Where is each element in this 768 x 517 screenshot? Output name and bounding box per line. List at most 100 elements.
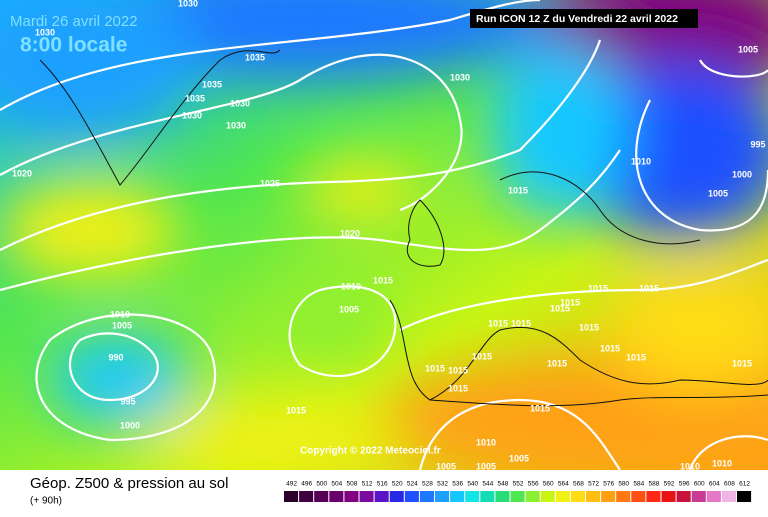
colorbar-cell — [601, 491, 616, 502]
colorbar-tick-label: 584 — [633, 481, 644, 488]
isobar-label: 1020 — [12, 168, 32, 178]
isobars — [0, 0, 768, 470]
isobar-label: 1005 — [738, 44, 758, 54]
isobar-label: 1015 — [550, 303, 570, 313]
isobar-label: 1000 — [732, 169, 752, 179]
colorbar-cell — [374, 491, 389, 502]
colorbar-cell — [329, 491, 344, 502]
colorbar-tick-label: 504 — [331, 481, 342, 488]
isobar-label: 1015 — [425, 363, 445, 373]
colorbar-cell — [721, 491, 736, 502]
colorbar-cell — [480, 491, 495, 502]
isobar-label: 1030 — [35, 27, 55, 37]
colorbar-tick-label: 536 — [452, 481, 463, 488]
colorbar-tick-label: 512 — [362, 481, 373, 488]
map-field — [0, 0, 768, 470]
colorbar-cell — [540, 491, 555, 502]
isobar-label: 1015 — [530, 403, 550, 413]
isobar-label: 1015 — [560, 297, 580, 307]
isobar-label: 1010 — [341, 281, 361, 291]
colorbar-tick-label: 596 — [679, 481, 690, 488]
isobar-label: 1035 — [245, 52, 265, 62]
isobar-label: 1030 — [178, 0, 198, 8]
coastlines — [39, 49, 768, 407]
isobar-label: 1015 — [286, 405, 306, 415]
colorbar-tick-label: 576 — [603, 481, 614, 488]
isobar-label: 1015 — [472, 351, 492, 361]
legend-subtitle: (+ 90h) — [30, 496, 62, 507]
colorbar-cell — [495, 491, 510, 502]
colorbar-cell — [631, 491, 646, 502]
colorbar-cell — [691, 491, 706, 502]
colorbar-tick-label: 520 — [392, 481, 403, 488]
colorbar-tick-label: 492 — [286, 481, 297, 488]
colorbar-cell — [419, 491, 434, 502]
colorbar-tick-label: 600 — [694, 481, 705, 488]
colorbar-cell — [465, 491, 480, 502]
colorbar-tick-label: 612 — [739, 481, 750, 488]
colorbar-cell — [646, 491, 661, 502]
copyright: Copyright © 2022 Meteociel.fr — [300, 446, 441, 457]
isobar-label: 1020 — [340, 228, 360, 238]
colorbar-tick-label: 500 — [316, 481, 327, 488]
isobar-label: 1015 — [588, 283, 608, 293]
isobar-label: 1015 — [639, 283, 659, 293]
colorbar-tick-label: 544 — [482, 481, 493, 488]
colorbar-tick-label: 572 — [588, 481, 599, 488]
isobar-label: 1010 — [476, 437, 496, 447]
date: Mardi 26 avril 2022 — [10, 13, 138, 30]
isobar-label: 1010 — [680, 461, 700, 471]
colorbar-tick-label: 608 — [724, 481, 735, 488]
isobar-label: 1015 — [488, 318, 508, 328]
isobar-label: 1025 — [260, 178, 280, 188]
colorbar-cell — [661, 491, 676, 502]
colorbar-cell — [299, 491, 314, 502]
colorbar-cell — [284, 491, 299, 502]
isobar-label: 1030 — [226, 120, 246, 130]
colorbar-tick-label: 564 — [558, 481, 569, 488]
colorbar-tick-label: 568 — [573, 481, 584, 488]
isobar-label: 1005 — [339, 304, 359, 314]
isobar-label: 1015 — [448, 383, 468, 393]
colorbar-cell — [389, 491, 404, 502]
colorbar-cell — [737, 491, 752, 502]
colorbar-tick-label: 516 — [377, 481, 388, 488]
run-box — [470, 9, 698, 28]
colorbar-cell — [359, 491, 374, 502]
colorbar-cell — [525, 491, 540, 502]
isobar-label: 1000 — [120, 420, 140, 430]
isobar-label: 1015 — [600, 343, 620, 353]
colorbar-cell — [555, 491, 570, 502]
isobar-label: 1030 — [182, 110, 202, 120]
isobar-label: 1005 — [112, 320, 132, 330]
colorbar-tick-label: 540 — [467, 481, 478, 488]
isobar-label: 1005 — [476, 461, 496, 471]
colorbar-cell — [510, 491, 525, 502]
isobar-label: 995 — [750, 139, 765, 149]
isobar-label: 1015 — [732, 358, 752, 368]
colorbar-tick-label: 604 — [709, 481, 720, 488]
isobar-label: 1015 — [508, 185, 528, 195]
isobar-label: 1035 — [202, 79, 222, 89]
colorbar-cell — [676, 491, 691, 502]
colorbar-tick-label: 508 — [347, 481, 358, 488]
colorbar-tick-label: 580 — [618, 481, 629, 488]
colorbar-tick-label: 588 — [649, 481, 660, 488]
isobar-label: 1010 — [712, 458, 732, 468]
isobar-label: 990 — [108, 352, 123, 362]
colorbar-tick-label: 552 — [513, 481, 524, 488]
colorbar-cell — [450, 491, 465, 502]
colorbar-cell — [586, 491, 601, 502]
colorbar-cell — [570, 491, 585, 502]
colorbar-tick-label: 548 — [498, 481, 509, 488]
colorbar-tick-label: 524 — [407, 481, 418, 488]
run-info: Run ICON 12 Z du Vendredi 22 avril 2022 — [476, 13, 678, 25]
isobar-label: 1015 — [579, 322, 599, 332]
colorbar-tick-label: 560 — [543, 481, 554, 488]
isobar-label: 1015 — [373, 275, 393, 285]
colorbar-cell — [706, 491, 721, 502]
isobar-label: 1030 — [450, 72, 470, 82]
isobar-label: 995 — [120, 396, 135, 406]
